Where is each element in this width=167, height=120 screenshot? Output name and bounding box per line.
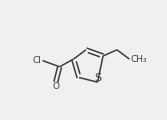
Text: S: S xyxy=(94,72,101,83)
Text: Cl: Cl xyxy=(32,56,41,65)
Text: CH₃: CH₃ xyxy=(131,55,148,64)
Text: O: O xyxy=(52,82,59,91)
